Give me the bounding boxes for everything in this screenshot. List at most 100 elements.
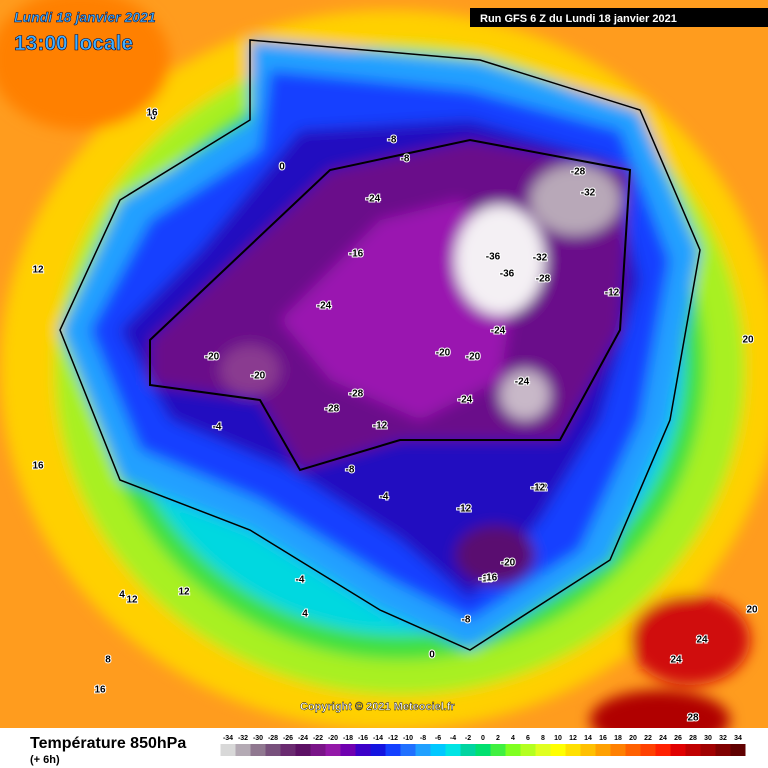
legend-swatch <box>265 744 281 756</box>
contour-label: -20 <box>205 352 220 363</box>
legend-swatch <box>475 744 491 756</box>
contour-label: -20 <box>436 348 451 359</box>
contour-label: 8 <box>150 112 156 123</box>
legend-tick-label: 0 <box>481 735 485 742</box>
legend-swatch <box>565 744 581 756</box>
contour-label: -12 <box>457 504 472 515</box>
contour-label: 12 <box>32 265 44 276</box>
legend-swatch <box>715 744 731 756</box>
legend-swatch <box>595 744 611 756</box>
legend-tick-label: -10 <box>403 735 413 742</box>
legend-swatch <box>625 744 641 756</box>
contour-label: -8 <box>346 465 355 476</box>
color-legend: -34 -32 -30 -28 -26 -24 -22 -20 -18 -16 -14 -12 -10-… <box>220 735 746 756</box>
legend-swatch <box>325 744 341 756</box>
legend-swatch <box>250 744 266 756</box>
contour-label: -28 <box>349 389 364 400</box>
contour-label: 20 <box>746 605 758 616</box>
legend-swatch <box>355 744 371 756</box>
legend-tick-label: -14 <box>373 735 383 742</box>
legend-tick-label: -28 <box>268 735 278 742</box>
contour-label: -4 <box>296 575 305 586</box>
legend-tick-label: -6 <box>435 735 441 742</box>
legend-swatch <box>490 744 506 756</box>
legend-swatch <box>655 744 671 756</box>
contour-label: -12 <box>531 483 546 494</box>
legend-swatch <box>580 744 596 756</box>
legend-tick-label: -18 <box>343 735 353 742</box>
copyright: Copyright © 2021 Meteociel.fr <box>300 701 456 713</box>
contour-label: 20 <box>742 335 754 346</box>
legend-tick-label: -34 <box>223 735 233 742</box>
legend-swatch <box>535 744 551 756</box>
legend-swatch <box>700 744 716 756</box>
legend-swatch <box>220 744 236 756</box>
legend-tick-label: -26 <box>283 735 293 742</box>
contour-label: -28 <box>536 274 551 285</box>
legend-tick-label: 18 <box>614 735 622 742</box>
contour-label: 24 <box>670 655 682 666</box>
legend-tick-label: -20 <box>328 735 338 742</box>
legend-swatch <box>310 744 326 756</box>
run-info: Run GFS 6 Z du Lundi 18 janvier 2021 <box>480 13 677 25</box>
legend-tick-label: 16 <box>599 735 607 742</box>
legend-swatch <box>685 744 701 756</box>
contour-label: -8 <box>462 615 471 626</box>
contour-label: -12 <box>373 421 388 432</box>
legend-swatch <box>730 744 746 756</box>
legend-tick-label: -30 <box>253 735 263 742</box>
legend-swatch <box>550 744 566 756</box>
legend-swatch <box>460 744 476 756</box>
legend-tick-label: 10 <box>554 735 562 742</box>
contour-label: -24 <box>317 301 332 312</box>
lead-time: (+ 6h) <box>30 754 60 766</box>
contour-label: -24 <box>458 395 473 406</box>
contour-label: -20 <box>466 352 481 363</box>
contour-label: -16 <box>349 249 364 260</box>
legend-swatch <box>235 744 251 756</box>
field-title: Température 850hPa <box>30 735 186 752</box>
contour-label: -12 <box>533 483 548 494</box>
legend-swatch <box>280 744 296 756</box>
contour-label: 28 <box>687 713 699 724</box>
legend-tick-label: 20 <box>629 735 637 742</box>
legend-tick-label: 28 <box>689 735 697 742</box>
run-box <box>470 8 768 27</box>
legend-swatch <box>370 744 386 756</box>
legend-tick-label: 24 <box>659 735 667 742</box>
contour-label: -20 <box>251 371 266 382</box>
contour-label: -32 <box>533 253 548 264</box>
legend-tick-label: 8 <box>541 735 545 742</box>
legend-tick-label: -4 <box>450 735 456 742</box>
contour-label: -16 <box>479 574 494 585</box>
legend-swatch <box>505 744 521 756</box>
legend-tick-label: 34 <box>734 735 742 742</box>
contour-label: 8 <box>105 655 111 666</box>
legend-swatch <box>670 744 686 756</box>
legend-swatch <box>385 744 401 756</box>
contour-label: -24 <box>515 377 530 388</box>
legend-tick-label: -24 <box>298 735 308 742</box>
legend-tick-label: 14 <box>584 735 592 742</box>
legend-tick-label: -8 <box>420 735 426 742</box>
legend-tick-label: 2 <box>496 735 500 742</box>
legend-swatch <box>640 744 656 756</box>
legend-swatch <box>400 744 416 756</box>
contour-label: 4 <box>302 609 308 620</box>
contour-label: 16 <box>146 108 158 119</box>
contour-label: 4 <box>119 590 125 601</box>
contour-label: -24 <box>366 194 381 205</box>
contour-label: 12 <box>126 595 138 606</box>
legend-swatch <box>610 744 626 756</box>
legend-tick-label: -2 <box>465 735 471 742</box>
contour-label: 0 <box>429 650 435 661</box>
contour-label: -8 <box>388 135 397 146</box>
legend-swatch <box>520 744 536 756</box>
legend-tick-label: 22 <box>644 735 652 742</box>
contour-label: -32 <box>581 188 596 199</box>
contour-label: -16 <box>483 573 498 584</box>
contour-label: -4 <box>380 492 389 503</box>
legend-tick-label: 6 <box>526 735 530 742</box>
contour-label: -28 <box>571 167 586 178</box>
